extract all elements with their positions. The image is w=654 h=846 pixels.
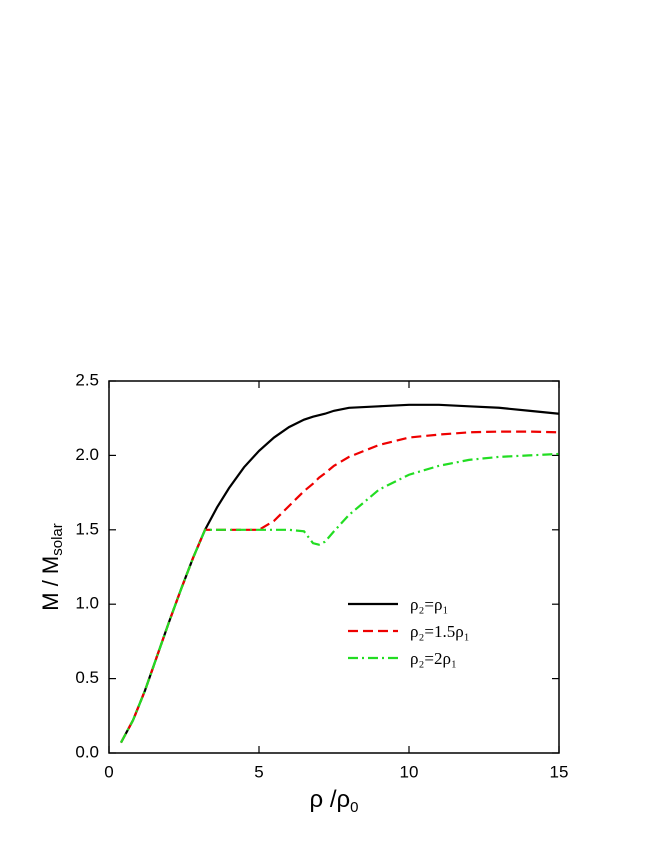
x-tick-label: 0 (104, 762, 113, 781)
legend-label: ρ₂=2ρ₁ (410, 649, 457, 668)
legend-label: ρ₂=ρ₁ (410, 595, 448, 614)
y-tick-label: 0.5 (75, 668, 99, 687)
y-axis-label: M / Msolar (38, 523, 66, 611)
y-label-main: M / M (38, 556, 63, 611)
plot-frame (108, 380, 560, 754)
y-label-sub: solar (49, 523, 66, 556)
series-line (120, 452, 560, 744)
x-tick-label: 10 (400, 762, 419, 781)
y-tick-label: 2.5 (75, 370, 99, 389)
legend-label: ρ₂=1.5ρ₁ (410, 622, 470, 641)
x-axis-label: ρ /ρ0 (310, 786, 359, 816)
y-tick-label: 1.0 (75, 594, 99, 613)
y-tick-label: 0.0 (75, 742, 99, 761)
x-label-main: ρ /ρ (310, 786, 351, 813)
series-line (120, 430, 560, 744)
y-tick-label: 1.5 (75, 519, 99, 538)
x-tick-label: 5 (254, 762, 263, 781)
x-tick-label: 15 (550, 762, 569, 781)
y-tick-label: 2.0 (75, 445, 99, 464)
x-label-sub: 0 (350, 799, 358, 816)
